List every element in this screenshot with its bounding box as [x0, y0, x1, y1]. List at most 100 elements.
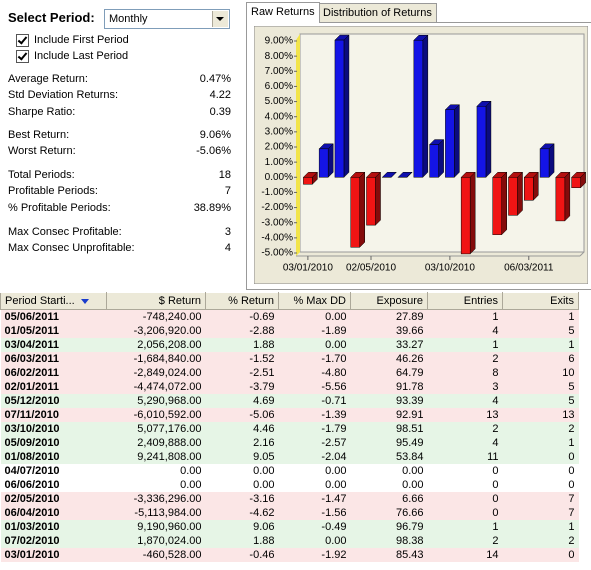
bar-side — [517, 171, 523, 216]
tab[interactable]: Distribution of Returns — [318, 3, 437, 22]
table-cell: 0.00 — [278, 309, 351, 324]
table-cell: 9.06 — [205, 520, 279, 534]
table-cell: -2.04 — [278, 450, 351, 464]
checkbox[interactable] — [16, 34, 29, 47]
table-cell: -2,849,024.00 — [106, 366, 206, 380]
bar-side — [327, 143, 334, 178]
table-cell: 05/12/2010 — [0, 394, 107, 408]
sort-arrow — [80, 298, 89, 304]
bar-side — [469, 171, 476, 255]
table-cell: 01/05/2011 — [0, 324, 107, 338]
table-cell: 3 — [427, 380, 503, 394]
bar-side — [422, 34, 429, 178]
dropdown-button[interactable] — [212, 11, 228, 27]
table-cell: 2 — [427, 352, 503, 366]
column-header[interactable]: % Return — [205, 292, 279, 310]
table-cell: -1.92 — [278, 548, 351, 562]
table-cell: 6 — [502, 352, 579, 366]
table-row: 06/03/2011 -1,684,840.00 -1.52 -1.70 46.26 2 6 — [0, 352, 579, 366]
bar-side — [343, 34, 350, 178]
bar — [334, 39, 345, 178]
table-header: Period Starti... $ Return % Return % Max DD… — [0, 292, 579, 310]
table-cell: 0.00 — [205, 464, 279, 478]
table-cell: 2.16 — [205, 436, 279, 450]
table-cell: 5,077,176.00 — [106, 422, 206, 436]
period-value: Monthly — [109, 13, 148, 25]
table-cell: 0.00 — [278, 464, 351, 478]
table-row: 05/09/2010 2,409,888.00 2.16 -2.57 95.49 4 1 — [0, 436, 579, 450]
table-cell: 5 — [502, 324, 579, 338]
period-select[interactable]: Monthly — [104, 9, 230, 29]
bar-side — [438, 138, 444, 178]
column-header-text: % Return — [228, 295, 274, 307]
table-cell: -6,010,592.00 — [106, 408, 206, 422]
table-cell: 01/03/2010 — [0, 520, 107, 534]
column-header[interactable]: $ Return — [106, 292, 206, 310]
table-cell: 92.91 — [350, 408, 428, 422]
table-cell: 85.43 — [350, 548, 428, 562]
stat-value: 4 — [224, 242, 231, 255]
stat-value: 18 — [218, 169, 231, 181]
table-cell: 0.00 — [106, 478, 206, 492]
bar-side — [391, 172, 397, 178]
table-cell: -0.71 — [278, 394, 351, 408]
table-cell: -3,336,296.00 — [106, 492, 206, 506]
y-tick-label: 8.00% — [265, 51, 293, 62]
column-header[interactable]: Exposure — [350, 292, 428, 310]
table-cell: 6.66 — [350, 492, 428, 506]
bar-side — [454, 104, 460, 178]
table-cell: 39.66 — [350, 324, 428, 338]
table-row: 01/05/2011 -3,206,920.00 -2.88 -1.89 39.66 4 5 — [0, 324, 579, 338]
table-cell: 98.38 — [350, 534, 428, 548]
table-cell: 0.00 — [278, 338, 351, 352]
checkbox[interactable] — [16, 50, 29, 63]
bar-side — [406, 172, 413, 178]
column-header[interactable]: % Max DD — [278, 292, 351, 310]
bar — [555, 177, 566, 222]
table-cell: 06/06/2010 — [0, 478, 107, 492]
table-cell: -748,240.00 — [106, 309, 206, 324]
y-tick-label: -3.00% — [261, 217, 293, 228]
column-header[interactable]: Entries — [427, 292, 503, 310]
tab-active[interactable]: Raw Returns — [246, 2, 320, 23]
x-tick-label: 03/01/2010 — [283, 263, 333, 274]
table-cell: 9.05 — [205, 450, 279, 464]
table-row: 01/03/2010 9,190,960.00 9.06 -0.49 96.79 1 1 — [0, 520, 579, 534]
bar — [524, 177, 534, 201]
table-row: 06/04/2010 -5,113,984.00 -4.62 -1.56 76.66 0 7 — [0, 506, 579, 520]
stat-label: Best Return: — [8, 129, 70, 141]
stat-value: 7 — [224, 185, 231, 198]
stat-value: 38.89% — [193, 201, 231, 214]
table-cell: 14 — [427, 548, 503, 562]
column-header[interactable]: Exits — [502, 292, 579, 310]
stat-label: Profitable Periods: — [8, 185, 98, 198]
table-cell: -5.06 — [205, 408, 279, 422]
table-cell: 5 — [502, 394, 579, 408]
table-cell: 07/02/2010 — [0, 534, 107, 548]
bar-side — [533, 171, 539, 201]
y-tick-label: 0.00% — [265, 172, 293, 183]
table-cell: 13 — [502, 408, 579, 422]
table-cell: 06/03/2011 — [0, 352, 107, 366]
table-cell: 0 — [502, 464, 579, 478]
bar — [350, 177, 360, 248]
bar — [460, 177, 471, 255]
table-body: 05/06/2011 -748,240.00 -0.69 0.00 27.89 1 1 01/… — [0, 309, 579, 562]
table-cell: 06/04/2010 — [0, 506, 107, 520]
table-cell: -1.56 — [278, 506, 351, 520]
stat-value: 0.47% — [199, 73, 231, 85]
table-row: 06/06/2010 0.00 0.00 0.00 0.00 0 0 — [0, 478, 579, 492]
column-header[interactable]: Period Starti... — [0, 292, 107, 310]
table-cell: 0.00 — [350, 464, 428, 478]
table-cell: 4 — [427, 324, 503, 338]
table-cell: 02/05/2010 — [0, 492, 107, 506]
bar — [508, 177, 518, 216]
y-tick-label: 1.00% — [265, 157, 293, 168]
bar-side — [548, 143, 555, 178]
table-row: 03/04/2011 2,056,208.00 1.88 0.00 33.27 1 1 — [0, 338, 579, 352]
table-cell: 1 — [502, 436, 579, 450]
stat-label: Max Consec Profitable: — [8, 226, 122, 238]
table-cell: 06/02/2011 — [0, 366, 107, 380]
table-cell: 0.00 — [106, 464, 206, 478]
